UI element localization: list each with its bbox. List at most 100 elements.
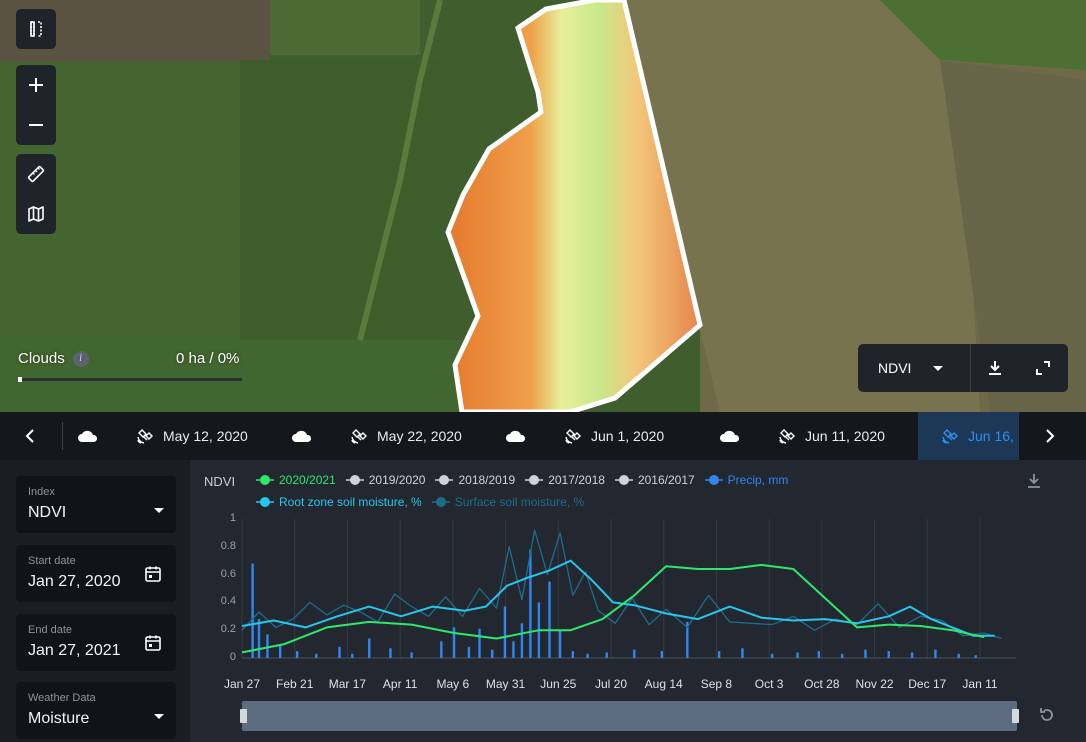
calendar-icon[interactable]: [144, 634, 162, 652]
precip-bar: [257, 619, 261, 658]
compare-tool-group: [16, 9, 56, 49]
clouds-label: Clouds i: [18, 350, 89, 367]
x-tick-label: Apr 11: [382, 677, 418, 691]
cloud-icon: [78, 430, 98, 442]
chevron-right-icon: [1046, 429, 1055, 443]
precip-bar: [410, 652, 413, 658]
next-date-button[interactable]: [1019, 412, 1079, 460]
precip-bar: [351, 653, 354, 658]
y-tick-label: 0.4: [220, 595, 236, 608]
layer-select[interactable]: NDVI: [858, 344, 971, 392]
legend-label: 2020/2021: [279, 473, 336, 487]
precip-bar: [840, 653, 844, 658]
index-select[interactable]: Index NDVI: [16, 476, 176, 533]
x-tick-label: May 31: [485, 677, 526, 691]
legend-item-precip[interactable]: Precip, mm: [704, 473, 789, 487]
layer-select-value: NDVI: [878, 360, 912, 376]
map-imagery: [0, 0, 1086, 412]
legend-row-2: Root zone soil moisture, % Surface soil …: [256, 495, 584, 509]
zoom-in-button[interactable]: [16, 65, 56, 105]
prev-date-button[interactable]: [0, 412, 62, 460]
map-layers-button[interactable]: [16, 194, 56, 234]
series-line-surface-soil-moisture-: [241, 529, 1002, 640]
precip-bar: [558, 630, 562, 658]
reset-icon[interactable]: [1038, 706, 1056, 724]
x-tick-label: Jun 25: [540, 677, 577, 691]
x-tick-label: Jan 11: [962, 677, 998, 691]
x-tick-label: Aug 14: [644, 677, 683, 691]
series-line-2020-2021: [241, 563, 985, 654]
layer-control: NDVI: [858, 344, 1068, 392]
fullscreen-button[interactable]: [1019, 344, 1067, 392]
precip-bar: [957, 653, 960, 658]
legend-label: Root zone soil moisture, %: [279, 495, 422, 509]
end-date-field[interactable]: End date Jan 27, 2021: [16, 614, 176, 671]
precip-bar: [478, 628, 481, 658]
info-icon[interactable]: i: [72, 350, 89, 367]
ruler-icon: [27, 165, 45, 183]
legend-label: 2017/2018: [548, 473, 605, 487]
weather-data-select[interactable]: Weather Data Moisture: [16, 682, 176, 739]
zoom-out-button[interactable]: [16, 105, 56, 145]
legend-label: Surface soil moisture, %: [454, 495, 585, 509]
precip-bar: [717, 651, 721, 658]
legend-marker: [345, 475, 364, 485]
clouds-label-text: Clouds: [18, 350, 65, 367]
satellite-icon: [351, 429, 367, 444]
legend-label: Precip, mm: [727, 473, 789, 487]
date-range-slider[interactable]: [240, 701, 1019, 731]
legend-marker: [256, 497, 274, 507]
clouds-slider-knob[interactable]: [18, 377, 22, 382]
zoom-in-icon: [29, 78, 43, 92]
zoom-out-icon: [29, 124, 43, 126]
x-tick-label: Oct 3: [754, 677, 784, 691]
precip-bar: [796, 652, 799, 658]
compare-button[interactable]: [16, 9, 56, 49]
clouds-slider[interactable]: [18, 377, 242, 382]
date-item[interactable]: May 12, 2020: [77, 412, 248, 460]
date-item[interactable]: Jun 11, 2020: [719, 412, 885, 460]
precip-bar: [770, 653, 774, 658]
precip-bar: [586, 653, 589, 658]
ruler-button[interactable]: [16, 154, 56, 194]
date-item[interactable]: Jun 1, 2020: [505, 412, 664, 460]
precip-bar: [520, 623, 524, 658]
legend-item-2018-2019[interactable]: 2018/2019: [435, 473, 515, 487]
precip-bar: [278, 644, 282, 658]
range-start-handle[interactable]: [240, 709, 247, 723]
date-list: May 12, 2020 May 22, 2020 Jun 1, 2020 Ju…: [63, 412, 1019, 460]
ndvi-chart: NDVI 2020/2021 2019/2020 2018/2019 2017/…: [190, 460, 1086, 742]
range-end-handle[interactable]: [1012, 709, 1019, 723]
date-divider: [62, 422, 63, 450]
date-item[interactable]: May 22, 2020: [291, 412, 462, 460]
precip-bar: [529, 549, 532, 658]
start-date-value: Jan 27, 2020: [28, 573, 121, 590]
compare-icon: [30, 21, 42, 37]
calendar-icon[interactable]: [144, 565, 162, 583]
legend-item-2017-2018[interactable]: 2017/2018: [525, 473, 605, 487]
start-date-field[interactable]: Start date Jan 27, 2020: [16, 545, 176, 602]
precip-bar: [910, 652, 914, 658]
precip-bar: [660, 651, 664, 658]
y-tick-label: 0.6: [220, 567, 236, 580]
legend-item-2020-2021[interactable]: 2020/2021: [256, 473, 336, 487]
chart-title: NDVI: [204, 474, 236, 489]
legend-item-root-zone[interactable]: Root zone soil moisture, %: [256, 495, 422, 509]
legend-marker: [704, 475, 723, 485]
date-item-active[interactable]: Jun 16,: [918, 412, 1019, 460]
chevron-down-icon: [933, 365, 944, 371]
x-tick-label: Dec 17: [908, 677, 947, 691]
precip-bar: [266, 634, 269, 658]
legend-item-surface[interactable]: Surface soil moisture, %: [431, 495, 585, 509]
legend-item-2019-2020[interactable]: 2019/2020: [345, 473, 425, 487]
legend-item-2016-2017[interactable]: 2016/2017: [614, 473, 695, 487]
precip-bar: [571, 651, 575, 658]
download-layer-button[interactable]: [971, 344, 1019, 392]
satellite-map[interactable]: Clouds i 0 ha / 0% NDVI: [0, 0, 1086, 412]
x-tick-label: Jul 20: [594, 677, 628, 691]
weather-data-value: Moisture: [28, 710, 90, 727]
precip-bar: [633, 649, 636, 658]
chart-download-icon[interactable]: [1026, 472, 1042, 490]
download-icon: [989, 361, 1001, 375]
